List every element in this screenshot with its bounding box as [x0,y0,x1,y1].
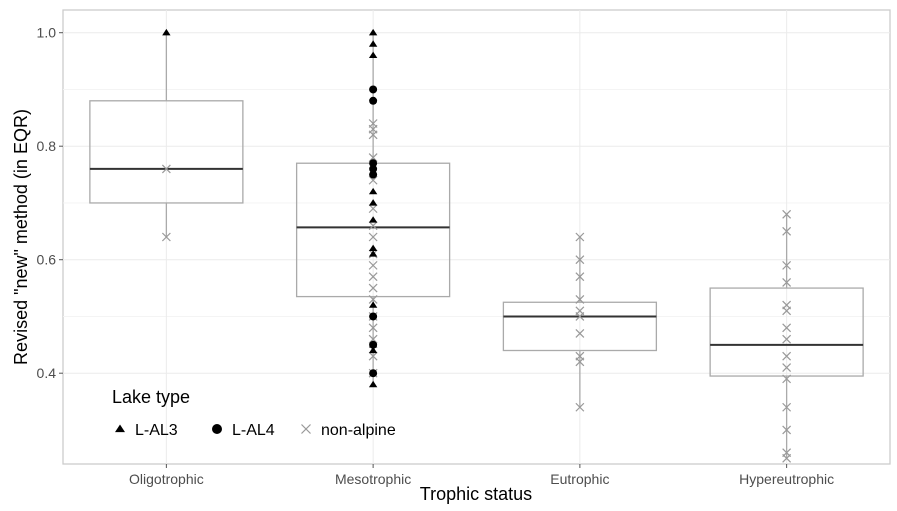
point-l-al4 [369,369,378,378]
y-tick-label: 0.6 [37,252,57,268]
point-non-alpine [368,153,378,162]
point-non-alpine [368,232,378,242]
point-l-al3 [368,216,378,223]
box-iqr [709,287,864,377]
point-non-alpine [575,329,585,338]
x-axis-title: Trophic status [420,484,532,504]
box-iqr [502,301,658,352]
point-non-alpine [782,323,792,333]
point-non-alpine [575,272,585,282]
y-tick-label: 0.4 [37,365,57,381]
legend: Lake type L-AL3 L-AL4 non-alpine [112,387,396,439]
point-non-alpine [368,204,378,214]
legend-label: L-AL3 [135,422,178,439]
point-l-al3 [368,346,378,354]
x-axis-ticks: Oligotrophic Mesotrophic Eutrophic Hypereut… [129,464,834,487]
legend-marker-cross [301,424,311,434]
point-l-al3 [368,199,378,206]
y-axis-title: Revised "new" method (in EQR) [11,109,31,365]
point-non-alpine [368,323,378,333]
point-non-alpine [161,232,171,242]
point-l-al4 [369,85,378,94]
point-non-alpine [782,453,792,463]
point-non-alpine [368,272,378,282]
data-points [161,28,792,463]
point-non-alpine [782,351,792,361]
plot-panel [62,9,891,465]
point-non-alpine [782,209,792,219]
point-l-al3 [368,40,378,47]
box-hypereutrophic [709,214,864,459]
point-non-alpine [368,221,378,231]
point-non-alpine [782,306,792,316]
legend-entry-l-al4: L-AL4 [212,422,275,439]
point-l-al4 [369,159,378,168]
point-non-alpine [782,425,792,435]
boxes [89,32,864,459]
point-l-al4 [369,96,378,105]
point-non-alpine [782,277,792,287]
x-tick-label: Eutrophic [550,471,609,487]
box-iqr [89,100,244,204]
legend-label: non-alpine [321,422,396,439]
x-tick-label: Oligotrophic [129,471,204,487]
point-l-al3 [368,28,378,36]
legend-entry-non-alpine: non-alpine [301,422,396,439]
point-non-alpine [368,283,378,293]
point-non-alpine [782,226,792,236]
legend-marker-triangle [115,424,125,433]
point-non-alpine [575,255,585,265]
y-tick-label: 1.0 [37,25,57,41]
point-l-al4 [369,170,378,179]
point-non-alpine [575,402,585,412]
point-non-alpine [368,175,378,185]
legend-entries: L-AL3 L-AL4 non-alpine [115,422,396,439]
point-non-alpine [782,363,792,372]
point-l-al4 [369,164,378,173]
x-tick-label: Hypereutrophic [739,471,834,487]
legend-label: L-AL4 [232,422,275,439]
legend-entry-l-al3: L-AL3 [115,422,178,439]
legend-marker-circle [212,424,222,434]
point-l-al3 [368,341,378,348]
point-l-al3 [162,28,171,36]
point-non-alpine [161,164,171,174]
point-non-alpine [368,351,378,361]
point-non-alpine [368,130,378,140]
box-eutrophic [502,237,658,408]
point-non-alpine [575,232,585,242]
point-l-al3 [368,250,378,257]
point-non-alpine [782,334,792,344]
point-non-alpine [782,402,792,412]
point-non-alpine [575,312,585,321]
x-tick-label: Mesotrophic [335,471,411,487]
point-l-al3 [368,187,378,195]
y-tick-label: 0.8 [37,138,57,154]
point-l-al3 [368,51,378,59]
point-non-alpine [368,260,378,270]
point-l-al3 [368,244,378,251]
point-l-al3 [368,380,378,388]
point-l-al4 [369,312,378,321]
point-non-alpine [575,357,585,367]
point-non-alpine [575,295,585,304]
point-non-alpine [782,260,792,270]
point-non-alpine [368,334,378,344]
point-non-alpine [782,374,792,384]
point-non-alpine [368,295,378,304]
y-axis-ticks: 0.4 0.6 0.8 1.0 [37,25,63,381]
point-l-al3 [368,301,378,308]
legend-title: Lake type [112,387,190,407]
